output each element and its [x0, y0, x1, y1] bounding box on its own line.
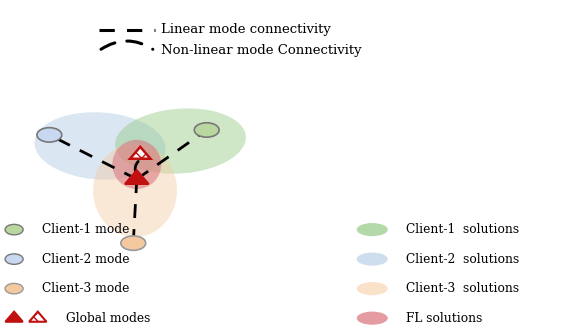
Text: Client-2 mode: Client-2 mode: [42, 253, 130, 266]
Text: Global modes: Global modes: [66, 312, 151, 325]
Ellipse shape: [357, 312, 388, 325]
FancyArrowPatch shape: [101, 41, 153, 49]
Text: Non-linear mode Connectivity: Non-linear mode Connectivity: [161, 44, 362, 57]
Ellipse shape: [34, 112, 166, 180]
Polygon shape: [6, 312, 23, 322]
Text: Client-2  solutions: Client-2 solutions: [406, 253, 519, 266]
FancyArrowPatch shape: [135, 161, 138, 173]
Text: Client-3  solutions: Client-3 solutions: [406, 282, 519, 295]
Circle shape: [121, 236, 146, 250]
Ellipse shape: [357, 282, 388, 295]
Text: Client-3 mode: Client-3 mode: [42, 282, 130, 295]
Text: FL solutions: FL solutions: [406, 312, 482, 325]
Ellipse shape: [112, 140, 161, 189]
Circle shape: [194, 123, 219, 137]
Text: Client-1  solutions: Client-1 solutions: [406, 223, 519, 236]
Text: Linear mode connectivity: Linear mode connectivity: [161, 23, 331, 36]
Polygon shape: [130, 147, 151, 159]
Polygon shape: [125, 170, 148, 184]
Circle shape: [5, 254, 23, 264]
Circle shape: [37, 128, 61, 142]
Circle shape: [5, 224, 23, 235]
Ellipse shape: [93, 143, 177, 237]
Polygon shape: [29, 312, 46, 322]
Text: Client-1 mode: Client-1 mode: [42, 223, 130, 236]
Ellipse shape: [115, 108, 246, 174]
Circle shape: [5, 283, 23, 294]
Ellipse shape: [357, 223, 388, 236]
Ellipse shape: [357, 253, 388, 266]
